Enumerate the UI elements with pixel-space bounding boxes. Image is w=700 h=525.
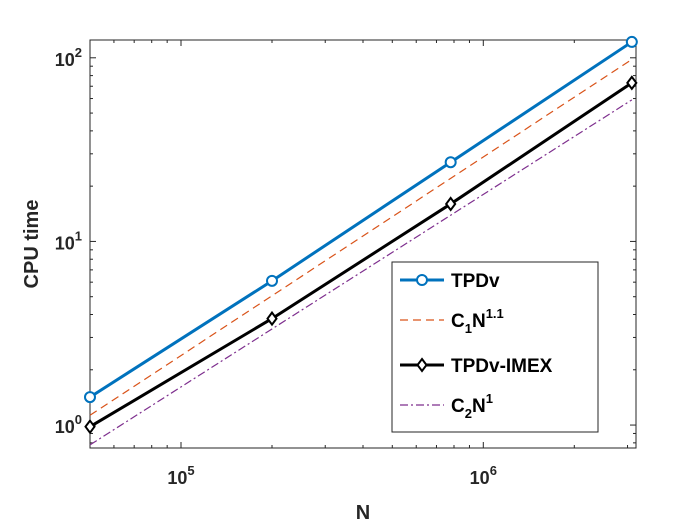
legend-label-sub: 2 — [465, 406, 472, 421]
series-layer — [84, 35, 638, 446]
series-line — [89, 58, 633, 416]
data-point — [625, 35, 638, 48]
y-tick-base: 10 — [55, 233, 75, 253]
y-tick-base: 10 — [55, 417, 75, 437]
series-line — [89, 99, 633, 446]
x-tick-label: 105 — [167, 463, 194, 488]
legend-label: TPDv-IMEX — [451, 356, 553, 377]
legend-label-sub: 1 — [465, 321, 472, 336]
legend-box — [391, 261, 599, 433]
y-tick-label: 101 — [55, 228, 82, 253]
legend-label-sup: 1 — [486, 391, 493, 406]
legend-label-main: TPDv-IMEX — [451, 356, 553, 377]
y-tick-label: 100 — [55, 412, 82, 437]
y-tick-exp: 2 — [75, 45, 82, 60]
x-tick-exp: 6 — [490, 463, 497, 478]
series-line — [89, 40, 633, 399]
y-tick-exp: 0 — [75, 412, 82, 427]
legend-label-main: C — [451, 396, 465, 417]
legend-entry: C1N1.1 — [400, 306, 504, 336]
series-c2n-1 — [89, 99, 633, 446]
data-point — [84, 391, 96, 404]
x-tick-base: 10 — [470, 468, 490, 488]
legend-label-main: C — [451, 311, 465, 332]
legend-entry: TPDv — [400, 271, 500, 292]
y-tick-label: 102 — [55, 45, 82, 70]
y-tick-base: 10 — [55, 50, 75, 70]
x-tick-base: 10 — [167, 468, 187, 488]
y-tick-exp: 1 — [75, 228, 82, 243]
data-point — [444, 156, 457, 169]
legend-label-main2: N — [472, 396, 486, 417]
series-tpdv-imex — [84, 75, 638, 435]
series-c1n-1-1 — [89, 58, 633, 416]
legend-marker — [416, 357, 428, 373]
legend-label: C2N1 — [451, 391, 493, 421]
legend-label: TPDv — [451, 271, 500, 292]
data-point — [266, 274, 278, 287]
x-tick-label: 106 — [470, 463, 497, 488]
legend-marker — [416, 274, 428, 286]
legend-entry: C2N1 — [400, 391, 493, 421]
series-line — [89, 81, 633, 428]
x-tick-exp: 5 — [187, 463, 194, 478]
series-tpdv — [84, 35, 638, 404]
data-point — [266, 310, 278, 327]
legend-label-main2: N — [472, 311, 486, 332]
data-point — [84, 419, 96, 435]
data-point — [626, 75, 638, 91]
legend-label: C1N1.1 — [451, 306, 504, 336]
legend-label-main: TPDv — [451, 271, 500, 292]
y-axis-label: CPU time — [21, 200, 43, 289]
data-point — [444, 196, 457, 212]
legend-label-sup: 1.1 — [486, 306, 504, 321]
legend-entry: TPDv-IMEX — [400, 356, 553, 377]
x-axis-label: N — [356, 502, 370, 524]
